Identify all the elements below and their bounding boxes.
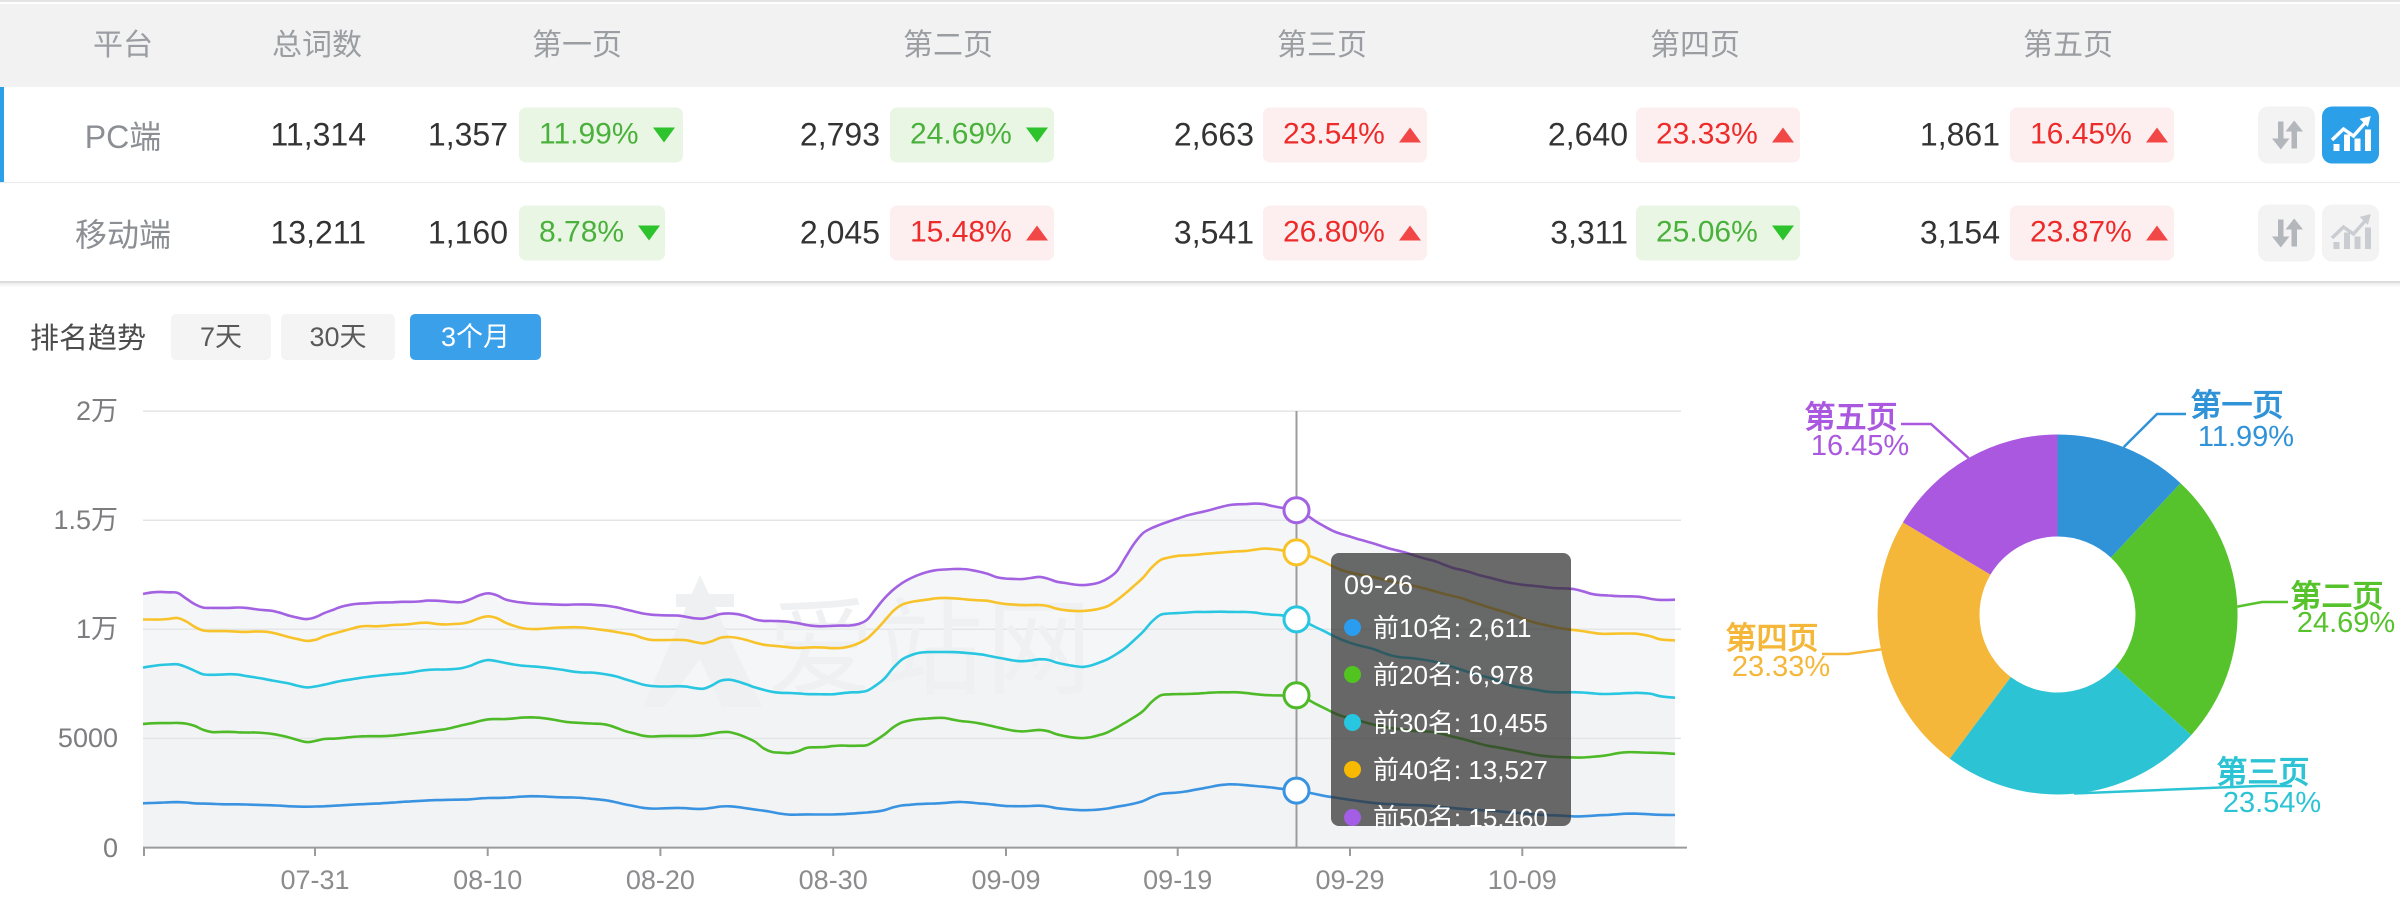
svg-text:09-19: 09-19: [1143, 865, 1212, 895]
svg-text:24.69%: 24.69%: [2297, 607, 2395, 639]
svg-text:第三页: 第三页: [2217, 755, 2310, 790]
svg-text:07-31: 07-31: [280, 865, 349, 895]
svg-text:09-09: 09-09: [971, 865, 1040, 895]
svg-text:08-10: 08-10: [453, 865, 522, 895]
svg-text:09-29: 09-29: [1315, 865, 1384, 895]
svg-text:16.45%: 16.45%: [1811, 430, 1909, 462]
svg-text:5000: 5000: [58, 723, 118, 753]
svg-text:2万: 2万: [76, 396, 118, 426]
svg-text:10-09: 10-09: [1488, 865, 1557, 895]
svg-text:1.5万: 1.5万: [53, 505, 118, 535]
svg-text:11.99%: 11.99%: [2198, 421, 2294, 453]
svg-text:0: 0: [103, 833, 118, 863]
svg-text:08-20: 08-20: [626, 865, 695, 895]
svg-text:爱站网: 爱站网: [768, 591, 1095, 709]
svg-text:第一页: 第一页: [2191, 388, 2284, 423]
svg-text:23.33%: 23.33%: [1732, 651, 1830, 683]
svg-text:1万: 1万: [76, 614, 118, 644]
svg-text:08-30: 08-30: [799, 865, 868, 895]
svg-text:第四页: 第四页: [1726, 621, 1819, 656]
svg-text:23.54%: 23.54%: [2223, 787, 2321, 819]
svg-text:第五页: 第五页: [1805, 400, 1898, 435]
svg-text:第二页: 第二页: [2291, 579, 2384, 614]
